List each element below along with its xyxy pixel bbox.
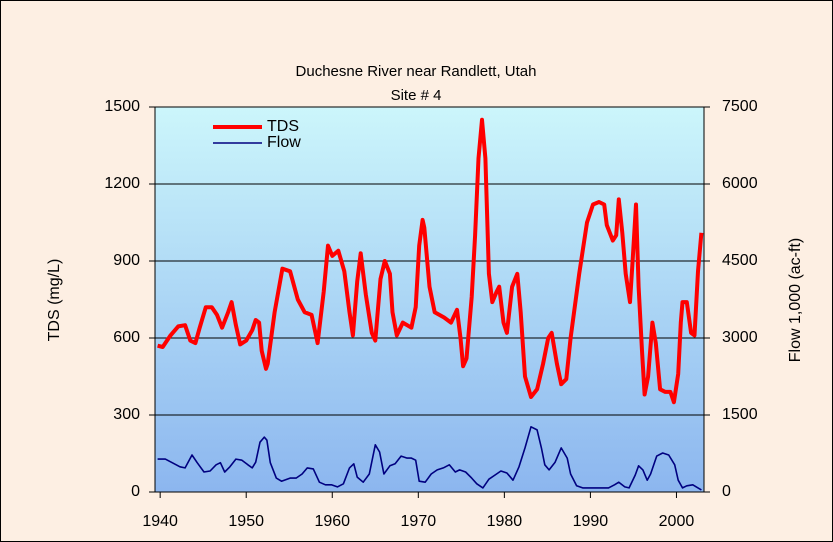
- line-series: [157, 426, 702, 491]
- legend-label: Flow: [267, 134, 301, 151]
- legend-label: TDS: [267, 118, 299, 135]
- x-tick-label: 1990: [573, 513, 609, 530]
- y-axis-label: TDS (mg/L): [46, 259, 63, 342]
- x-tick-label: 1970: [401, 513, 437, 530]
- x-tick-label: 1950: [228, 513, 264, 530]
- y-tick-label: 300: [113, 406, 140, 423]
- plot-area: [155, 107, 704, 492]
- y-tick-label: 0: [131, 483, 140, 500]
- y-tick-label: 1500: [104, 98, 140, 115]
- y2-tick-label: 3000: [722, 329, 758, 346]
- line-series: [157, 117, 704, 405]
- y-tick-label: 1200: [104, 175, 140, 192]
- y-tick-label: 600: [113, 329, 140, 346]
- y-tick-label: 900: [113, 252, 140, 269]
- x-tick-label: 1940: [142, 513, 178, 530]
- x-tick-label: 1960: [314, 513, 350, 530]
- y2-tick-label: 7500: [722, 98, 758, 115]
- chart-title: Duchesne River near Randlett, Utah: [296, 63, 537, 80]
- y2-axis-label: Flow 1,000 (ac-ft): [787, 238, 804, 362]
- x-tick-label: 2000: [659, 513, 695, 530]
- chart-subtitle: Site # 4: [391, 87, 442, 104]
- y2-tick-label: 4500: [722, 252, 758, 269]
- y2-tick-label: 0: [722, 483, 731, 500]
- x-tick-label: 1980: [487, 513, 523, 530]
- y2-tick-label: 1500: [722, 406, 758, 423]
- y2-tick-label: 6000: [722, 175, 758, 192]
